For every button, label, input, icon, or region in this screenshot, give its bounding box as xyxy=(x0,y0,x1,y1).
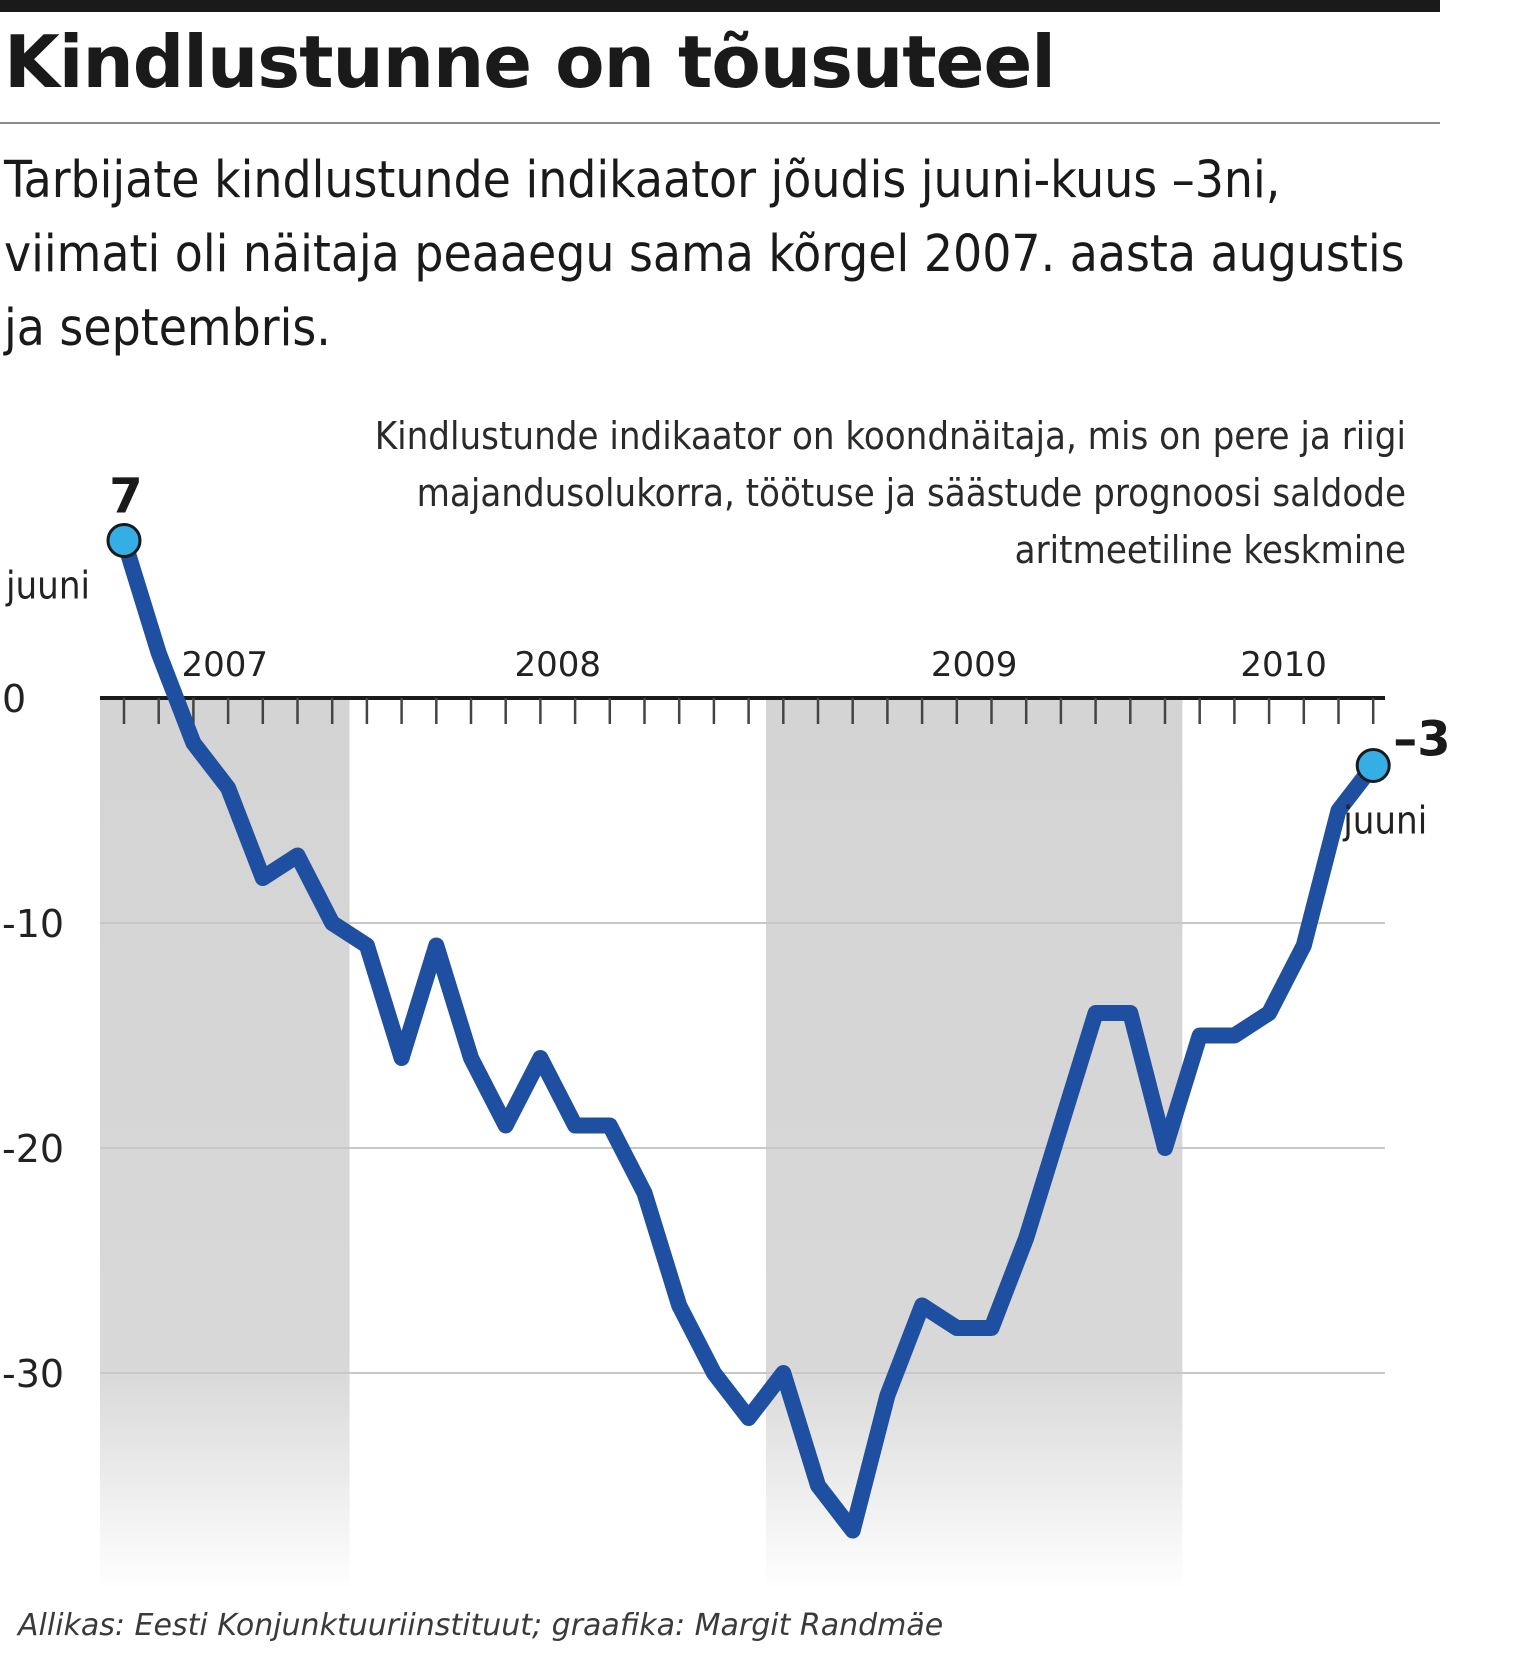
start-month-label: juuni xyxy=(5,564,90,608)
y-tick-label: -20 xyxy=(2,1127,64,1171)
end-value-label: –3 xyxy=(1393,712,1450,768)
end-point-marker xyxy=(1355,748,1391,783)
source-credit: Allikas: Eesti Konjunktuuriinstituut; gr… xyxy=(18,1608,944,1643)
y-tick-label: 0 xyxy=(2,677,26,721)
y-tick-label: -10 xyxy=(2,902,64,946)
y-tick-label: -30 xyxy=(2,1352,64,1396)
shaded-year-2009 xyxy=(765,698,1183,1590)
start-point-marker xyxy=(106,523,142,558)
year-label-2007: 2007 xyxy=(182,645,269,685)
top-rule xyxy=(0,0,1440,12)
end-month-label: juuni xyxy=(1342,799,1427,843)
chart-title: Kindlustunne on tõusuteel xyxy=(4,20,1056,104)
year-label-2009: 2009 xyxy=(931,645,1018,685)
chart-subtitle: Tarbijate kindlustunde indikaator jõudis… xyxy=(4,151,1405,358)
shaded-year-2007 xyxy=(100,698,350,1590)
title-rule xyxy=(0,122,1440,124)
line-chart: 0 -10 -20 -30 2007 2008 2009 2010 7 juuni –3 juuni xyxy=(2,469,1451,1590)
year-label-2008: 2008 xyxy=(514,645,601,685)
year-label-2010: 2010 xyxy=(1240,645,1327,685)
series-line xyxy=(116,532,1382,1539)
start-value-label: 7 xyxy=(109,469,142,525)
indicator-note: Kindlustunde indikaator on koondnäitaja,… xyxy=(374,414,1406,572)
